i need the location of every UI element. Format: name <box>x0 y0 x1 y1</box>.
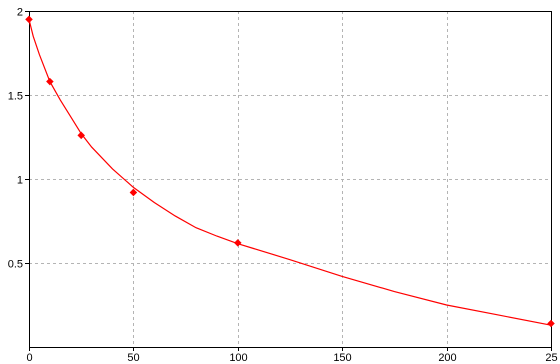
x-tick-label-5: 25 <box>545 352 557 364</box>
data-point-2 <box>78 132 84 138</box>
x-tick-label-0: 0 <box>26 352 32 364</box>
x-tick-label-2: 100 <box>229 352 247 364</box>
data-point-1 <box>47 78 53 84</box>
y-tick-label-1: 1 <box>17 175 23 187</box>
y-tick-label-2: 1.5 <box>8 91 23 103</box>
fitted-curve-line <box>29 19 551 325</box>
data-point-3 <box>130 189 136 195</box>
data-point-0 <box>26 16 32 22</box>
y-tick-label-0: 0.5 <box>8 259 23 271</box>
data-point-4 <box>235 240 241 246</box>
data-point-5 <box>548 320 554 326</box>
grid-lines <box>29 11 551 347</box>
data-points <box>26 16 554 326</box>
y-tick-label-3: 2 <box>17 7 23 19</box>
x-tick-label-3: 150 <box>333 352 351 364</box>
x-tick-label-4: 200 <box>438 352 456 364</box>
x-tick-label-1: 50 <box>127 352 139 364</box>
axes <box>25 12 552 352</box>
fitted-curve <box>29 19 551 325</box>
